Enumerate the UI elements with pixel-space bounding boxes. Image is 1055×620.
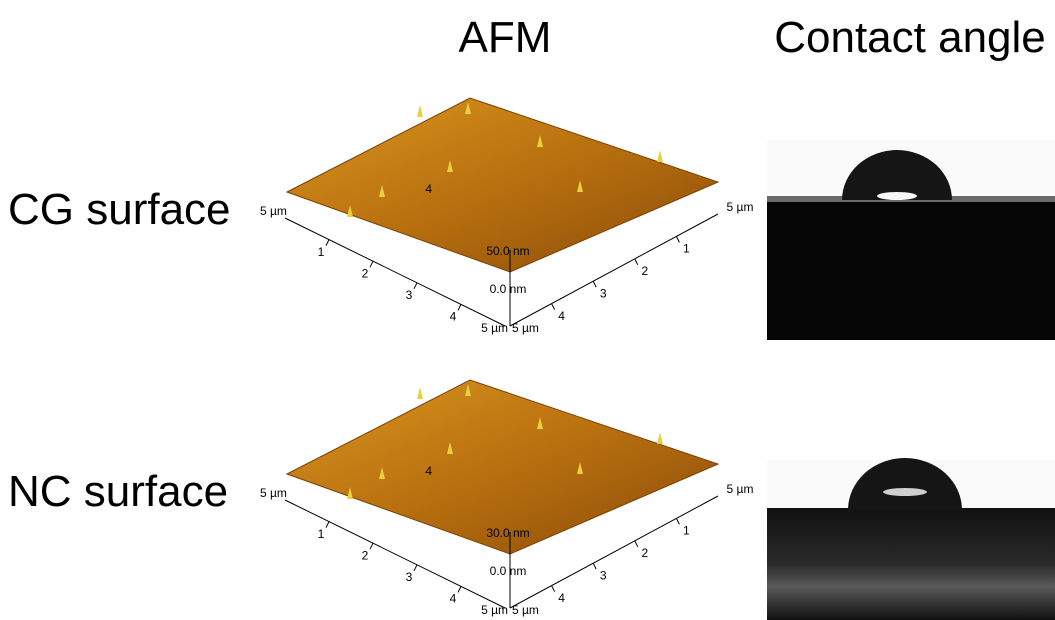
tick-label: 1 (683, 524, 690, 538)
tick-mark (635, 259, 638, 265)
axis-label: 5 µm (512, 603, 539, 617)
axis-label: 5 µm (727, 200, 754, 214)
axis-label: 5 µm (481, 603, 508, 617)
tick-label: 1 (683, 242, 690, 256)
tick-mark (414, 565, 417, 571)
axis-label: 5 µm (481, 321, 508, 335)
afm-peak (657, 150, 663, 162)
tick-label: 2 (641, 546, 648, 560)
row-label: CG surface (8, 185, 231, 234)
afm-peak (417, 105, 423, 117)
tick-mark (593, 281, 596, 287)
tick-mark (326, 240, 329, 246)
tick-label: 1 (318, 245, 325, 259)
tick-mark (370, 261, 373, 267)
tick-label: 4 (450, 310, 457, 324)
tick-mark (552, 586, 555, 592)
axis-label: 5 µm (727, 482, 754, 496)
tick-mark (326, 522, 329, 528)
row-label: NC surface (8, 467, 228, 516)
axis-label: 4 (425, 464, 432, 478)
tick-label: 4 (450, 592, 457, 606)
axis-label: 50.0 nm (486, 244, 529, 258)
afm-header: AFM (459, 13, 552, 62)
tick-mark (552, 304, 555, 310)
tick-label: 1 (318, 527, 325, 541)
tick-mark (676, 236, 679, 242)
figure: AFM Contact angle CG surface 5 µm 5 µm 5 µm… (0, 0, 1055, 620)
tick-label: 4 (558, 591, 565, 605)
tick-mark (370, 543, 373, 549)
axis-label: 0.0 nm (490, 564, 527, 578)
afm-peak (657, 432, 663, 444)
tick-label: 3 (406, 570, 413, 584)
axis-label: 0.0 nm (490, 282, 527, 296)
tick-mark (458, 304, 461, 310)
axis-label: 5 µm (260, 204, 287, 218)
contact-angle-image (767, 140, 1055, 340)
axis-label: 5 µm (260, 486, 287, 500)
tick-label: 2 (362, 266, 369, 280)
axis-label: 30.0 nm (486, 526, 529, 540)
tick-label: 4 (558, 309, 565, 323)
tick-mark (676, 518, 679, 524)
tick-label: 3 (600, 568, 607, 582)
afm-peak (417, 387, 423, 399)
tick-label: 2 (362, 548, 369, 562)
axis-label: 4 (425, 182, 432, 196)
tick-mark (458, 586, 461, 592)
tick-mark (414, 283, 417, 289)
tick-label: 2 (641, 264, 648, 278)
tick-mark (635, 541, 638, 547)
tick-mark (593, 563, 596, 569)
tick-label: 3 (406, 288, 413, 302)
axis-label: 5 µm (512, 321, 539, 335)
tick-label: 3 (600, 286, 607, 300)
contact-angle-image (767, 458, 1055, 620)
contact-angle-header: Contact angle (774, 13, 1046, 62)
